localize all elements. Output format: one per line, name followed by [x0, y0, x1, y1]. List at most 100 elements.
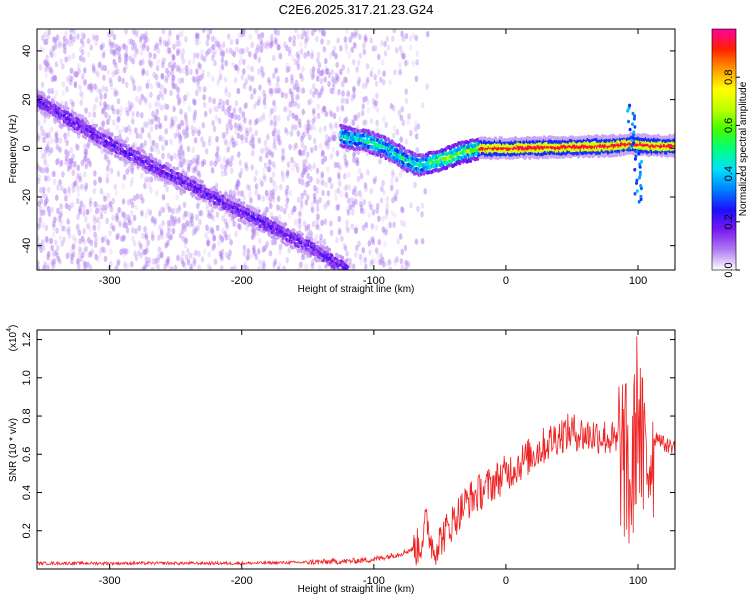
- spectrogram-noise-cell: [361, 247, 366, 254]
- spectrogram-noise-cell: [246, 253, 250, 261]
- spectrogram-noise-cell: [325, 67, 330, 75]
- spectrogram-noise-cell: [202, 55, 207, 63]
- spectrogram-noise-cell: [99, 93, 103, 101]
- spectrogram-noise-cell: [345, 219, 349, 226]
- spectrogram-ridge-cell: [263, 212, 267, 217]
- spectrogram-noise-cell: [86, 51, 91, 58]
- spectrogram-noise-cell: [229, 124, 233, 131]
- spectrogram-noise-cell: [357, 111, 361, 119]
- spectrogram-noise-cell: [91, 65, 96, 72]
- spectrogram-noise-cell: [326, 199, 331, 207]
- spectrogram-noise-cell: [329, 229, 334, 237]
- spectrogram-ridge-cell: [40, 90, 44, 95]
- spectrogram-noise-cell: [306, 223, 311, 231]
- spectrogram-noise-cell: [335, 204, 340, 211]
- spectrogram-noise-cell: [201, 29, 206, 34]
- spectrogram-noise-cell: [334, 122, 339, 129]
- spectrogram-noise-cell: [46, 262, 50, 269]
- spectrogram-noise-cell: [262, 89, 266, 96]
- spectrogram-noise-cell: [220, 57, 225, 64]
- spectrogram-noise-cell: [224, 234, 229, 241]
- spectrogram-noise-cell: [357, 190, 362, 197]
- spectrogram-noise-cell: [112, 33, 117, 41]
- spectrogram-noise-cell: [150, 230, 155, 238]
- spectrogram-noise-cell: [375, 126, 380, 134]
- spectrogram-noise-cell: [123, 217, 127, 224]
- spectrogram-noise-cell: [259, 41, 264, 48]
- spectrogram-noise-cell: [277, 114, 281, 122]
- spectrogram-noise-cell: [322, 29, 327, 36]
- spectrogram-noise-cell: [151, 234, 155, 241]
- spectrogram-noise-cell: [78, 55, 83, 62]
- spectrogram-noise-cell: [267, 79, 272, 87]
- spectrogram-noise-cell: [420, 238, 425, 245]
- spectrogram-noise-cell: [58, 258, 62, 265]
- spectrogram-noise-cell: [44, 236, 49, 243]
- spectrogram-noise-cell: [390, 184, 394, 191]
- spectrogram-noise-cell: [141, 232, 145, 240]
- spectrogram-noise-cell: [192, 117, 197, 124]
- spectrogram-noise-cell: [135, 29, 139, 36]
- spectrogram-noise-cell: [203, 110, 208, 118]
- spectrogram-noise-cell: [209, 160, 214, 167]
- spectrogram-noise-cell: [359, 258, 364, 266]
- spectrogram-noise-cell: [94, 241, 98, 248]
- spectrogram-noise-cell: [215, 39, 220, 46]
- spectrogram-noise-cell: [142, 33, 147, 40]
- spectrogram-noise-cell: [294, 114, 299, 121]
- spectrogram-noise-cell: [143, 139, 148, 147]
- spectrogram-noise-cell: [72, 35, 76, 42]
- spectrogram-noise-cell: [369, 204, 373, 211]
- spectrogram-noise-cell: [242, 244, 247, 252]
- spectrogram-noise-cell: [60, 240, 64, 247]
- spectrogram-noise-cell: [335, 150, 340, 157]
- spectrogram-noise-cell: [332, 45, 337, 52]
- spectrogram-noise-cell: [265, 40, 270, 47]
- spectrogram-noise-cell: [75, 197, 80, 205]
- spectrogram-noise-cell: [39, 146, 43, 153]
- spectrogram-noise-cell: [415, 59, 419, 66]
- spectrogram-noise-cell: [257, 68, 261, 75]
- spectrogram-noise-cell: [138, 85, 143, 92]
- spectrogram-noise-cell: [153, 115, 158, 122]
- spectrogram-noise-cell: [43, 166, 48, 173]
- spectrogram-noise-cell: [362, 48, 367, 56]
- spectrogram-noise-cell: [39, 166, 43, 173]
- spectrogram-ridge-cell: [327, 247, 331, 252]
- spectrogram-noise-cell: [414, 34, 419, 42]
- spectrogram-noise-cell: [339, 68, 343, 76]
- spectrogram-noise-cell: [96, 203, 101, 210]
- spectrogram-noise-cell: [175, 124, 179, 131]
- spectrogram-noise-cell: [38, 64, 43, 71]
- spectrogram-noise-cell: [369, 37, 374, 44]
- spectrogram-noise-cell: [261, 112, 266, 119]
- spectrogram-noise-cell: [76, 185, 80, 192]
- spectrogram-noise-cell: [272, 99, 276, 107]
- spectrogram-noise-cell: [67, 54, 72, 62]
- spectrogram-noise-cell: [211, 54, 215, 62]
- spectrogram-noise-cell: [166, 256, 171, 263]
- spectrogram-noise-cell: [369, 188, 374, 195]
- spectrogram-noise-cell: [394, 46, 399, 54]
- spectrogram-noise-cell: [200, 136, 204, 143]
- spectrogram-noise-cell: [344, 192, 349, 199]
- spectrogram-noise-cell: [257, 248, 261, 255]
- spectrogram-noise-cell: [223, 218, 228, 225]
- spectrogram-noise-cell: [390, 177, 394, 185]
- spectrogram-noise-cell: [161, 194, 166, 201]
- spectrogram-noise-cell: [316, 213, 321, 221]
- spectrogram-noise-cell: [106, 192, 110, 200]
- spectrogram-noise-cell: [158, 224, 162, 231]
- spectrogram-noise-cell: [352, 114, 357, 122]
- spectrogram-noise-cell: [217, 102, 222, 109]
- spectrogram-noise-cell: [343, 154, 348, 161]
- spectrogram-noise-cell: [289, 130, 294, 137]
- spectrogram-noise-cell: [139, 142, 144, 150]
- spectrogram-noise-cell: [221, 227, 226, 235]
- spectrogram-noise-cell: [95, 34, 99, 42]
- spectrogram-noise-cell: [322, 46, 327, 53]
- spectrogram-noise-cell: [85, 261, 90, 269]
- spectrogram-noise-cell: [103, 154, 108, 161]
- spectrogram-noise-cell: [232, 220, 236, 227]
